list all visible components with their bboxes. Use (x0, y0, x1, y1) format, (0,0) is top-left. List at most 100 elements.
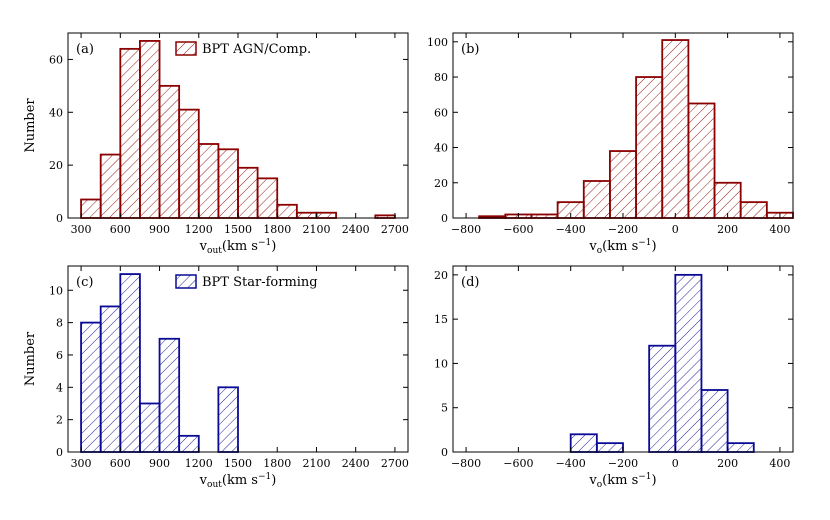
x-tick-label: −400 (556, 223, 586, 236)
y-tick-label: 40 (434, 142, 448, 155)
x-tick-label: −200 (608, 223, 638, 236)
x-axis-label-main: v (588, 473, 597, 488)
histogram-bar (158, 337, 181, 453)
histogram-bar (530, 213, 559, 219)
x-tick-label: 2100 (302, 457, 330, 470)
x-tick-label: 900 (149, 457, 170, 470)
y-tick-label: 10 (49, 284, 63, 297)
x-axis-label-main: v (588, 239, 597, 254)
histogram-bar (687, 102, 716, 219)
x-axis-label-unit: (km s (222, 239, 258, 254)
histogram-bar (158, 84, 181, 219)
legend-swatch (175, 41, 197, 56)
y-tick-label: 6 (56, 349, 63, 362)
y-tick-label: 20 (434, 269, 448, 282)
histogram-bar (295, 211, 318, 219)
histogram-bar (217, 386, 239, 453)
x-axis-label: vout(km s−1) (199, 472, 277, 490)
x-tick-label: 200 (717, 457, 738, 470)
y-tick-label: 4 (56, 381, 63, 394)
histogram-bar (256, 177, 279, 219)
histogram-bar (99, 153, 122, 219)
x-tick-label: 1200 (185, 223, 213, 236)
histogram-bar (178, 434, 200, 453)
y-tick-label: 80 (434, 71, 448, 84)
histogram-bar (609, 150, 637, 219)
histogram-bar (178, 108, 200, 219)
y-tick-label: 8 (56, 317, 63, 330)
x-axis-label: vo(km s−1) (588, 472, 656, 490)
y-tick-label: 15 (434, 313, 448, 326)
panel-d: −800 −600 −400 −200 0 200 400 0 5 10 15 20 (d) vo(km … (434, 265, 794, 490)
histogram-bar (569, 433, 598, 453)
x-tick-label: 200 (717, 223, 738, 236)
histogram-bar (276, 203, 298, 219)
panel-label: (b) (461, 42, 479, 57)
x-tick-label: 300 (71, 457, 92, 470)
x-axis-label-subscript: o (597, 480, 602, 490)
x-axis-label-exponent: −1 (638, 472, 651, 482)
histogram-bar (315, 211, 337, 219)
panel-label: (a) (76, 42, 94, 57)
x-tick-label: 1200 (185, 457, 213, 470)
y-tick-label: 20 (434, 177, 448, 190)
histogram-bar (700, 389, 729, 453)
x-axis-label-close: ) (271, 239, 276, 254)
x-axis-label-unit: (km s (602, 473, 638, 488)
x-axis-label-exponent: −1 (638, 238, 651, 248)
x-axis-label-close: ) (652, 473, 657, 488)
y-tick-label: 40 (49, 106, 63, 119)
histogram-bar (80, 321, 102, 453)
histogram-bar (674, 273, 703, 453)
x-tick-label: −800 (451, 223, 481, 236)
x-tick-label: 2400 (342, 223, 370, 236)
x-tick-label: 2100 (302, 223, 330, 236)
x-axis-label-exponent: −1 (258, 472, 271, 482)
panel-b: −800 −600 −400 −200 0 200 400 0 20 40 60 80 100 (b) vo… (427, 32, 794, 256)
histogram-bar (139, 40, 161, 219)
x-axis-label-subscript: out (207, 246, 222, 256)
x-tick-label: 2700 (381, 457, 409, 470)
x-tick-label: 400 (769, 223, 790, 236)
histogram-bar (739, 201, 768, 219)
x-tick-label: 1800 (263, 223, 291, 236)
x-axis-label: vout(km s−1) (199, 238, 277, 256)
y-tick-label: 0 (441, 446, 448, 459)
y-tick-label: 100 (427, 36, 448, 49)
y-tick-label: 60 (49, 53, 63, 66)
histogram-bar (661, 39, 690, 219)
panel-label: (d) (461, 275, 479, 290)
x-tick-label: −600 (503, 457, 533, 470)
histogram-bar (635, 76, 664, 219)
x-tick-label: 300 (71, 223, 92, 236)
y-axis-label: Number (23, 98, 38, 153)
x-tick-label: −800 (451, 457, 481, 470)
x-tick-label: 1800 (263, 457, 291, 470)
x-axis-label-subscript: out (207, 480, 222, 490)
legend-label: BPT Star-forming (202, 275, 318, 290)
panel-label: (c) (76, 275, 93, 290)
histogram-bar (582, 180, 611, 219)
y-axis-label: Number (23, 331, 38, 386)
x-axis-label-main: v (199, 239, 208, 254)
panel-c: 300 600 900 1200 1500 1800 2100 2400 2700 0 2 4 6 8 10… (23, 265, 409, 490)
histogram-bar (217, 148, 239, 219)
legend-swatch (175, 274, 197, 289)
histogram-bar (139, 402, 161, 453)
y-tick-label: 0 (441, 212, 448, 225)
legend-label: BPT AGN/Comp. (202, 42, 311, 57)
x-tick-label: 0 (672, 457, 679, 470)
histogram-bar (80, 198, 102, 219)
histogram-bar (197, 143, 220, 219)
y-tick-label: 60 (434, 106, 448, 119)
y-tick-label: 5 (441, 402, 448, 415)
x-axis-label-unit: (km s (602, 239, 638, 254)
x-tick-label: 1500 (224, 223, 252, 236)
histogram-bar (119, 47, 141, 219)
x-axis-label-main: v (199, 473, 208, 488)
y-tick-label: 0 (56, 446, 63, 459)
histogram-bar (99, 305, 122, 453)
histogram-bar (237, 166, 259, 219)
y-tick-label: 10 (434, 357, 448, 370)
x-tick-label: 2700 (381, 223, 409, 236)
